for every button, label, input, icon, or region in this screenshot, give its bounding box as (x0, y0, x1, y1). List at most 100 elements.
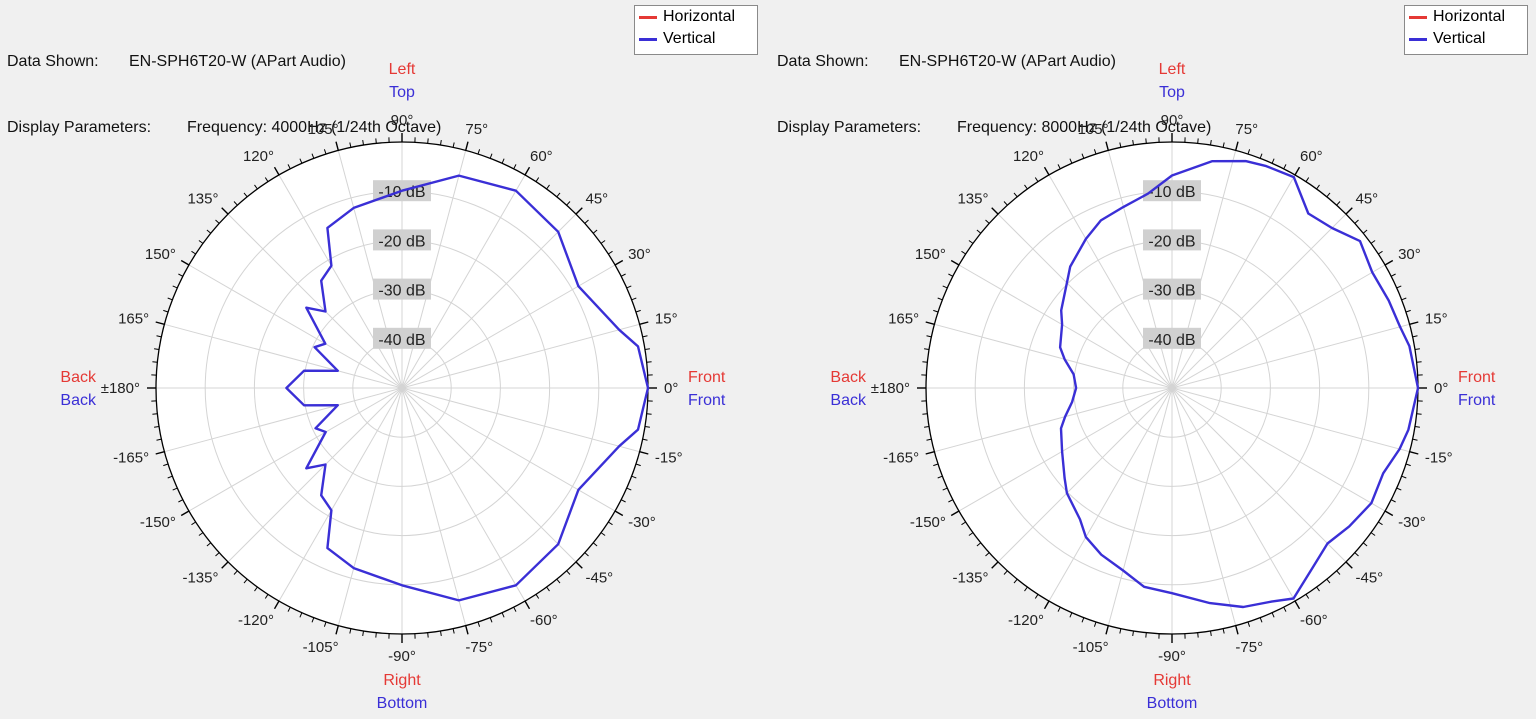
minor-tick (1057, 164, 1061, 170)
major-tick (1345, 561, 1353, 569)
minor-tick (566, 570, 571, 575)
minor-tick (254, 586, 258, 592)
major-tick (273, 166, 280, 176)
grid-spoke (164, 387, 403, 453)
minor-tick (1326, 578, 1331, 584)
angle-label: -45° (1356, 570, 1384, 587)
direction-label-bottom-v: Bottom (377, 695, 428, 712)
minor-tick (1247, 149, 1251, 155)
minor-tick (1305, 594, 1310, 599)
major-tick (1294, 600, 1301, 610)
minor-tick (1093, 621, 1097, 627)
major-tick (1235, 625, 1239, 635)
minor-tick (933, 463, 939, 467)
minor-tick (513, 164, 517, 170)
angle-label: -105° (1073, 639, 1109, 656)
angle-label: 45° (586, 191, 609, 208)
major-tick (639, 321, 649, 325)
minor-tick (243, 578, 248, 584)
direction-label-top-v: Top (389, 84, 415, 101)
minor-tick (961, 250, 966, 255)
minor-tick (584, 219, 589, 224)
grid-spoke (401, 387, 640, 453)
major-tick (991, 561, 999, 569)
minor-tick (1081, 153, 1085, 159)
minor-tick (926, 335, 932, 338)
major-tick (614, 259, 624, 266)
minor-tick (1003, 570, 1008, 575)
minor-tick (1222, 142, 1225, 148)
minor-tick (215, 552, 220, 557)
ring-label: -10 dB (1148, 184, 1195, 201)
direction-label-top-h: Left (389, 61, 416, 78)
minor-tick (1024, 184, 1028, 190)
data-shown-value: EN-SPH6T20-W (APart Audio) (129, 53, 346, 70)
direction-label-back-v: Back (60, 392, 97, 409)
major-tick (1384, 259, 1394, 266)
minor-tick (976, 542, 982, 547)
minor-tick (926, 438, 932, 441)
grid-spoke (997, 387, 1173, 563)
angle-label: ±180° (101, 380, 140, 397)
minor-tick (152, 413, 158, 415)
minor-tick (1283, 606, 1287, 612)
angle-label: 60° (530, 148, 553, 165)
angle-label: ±180° (871, 380, 910, 397)
grid-spoke (934, 387, 1173, 453)
grid-spoke (401, 264, 616, 389)
display-params-value: Frequency: 4000Hz (1/24th Octave) (187, 119, 442, 136)
display-params-value: Frequency: 8000Hz (1/24th Octave) (957, 119, 1212, 136)
polar-chart-8000hz: 0° 15° 30° 45° 60° 75° 90° 105° 120° 135° 150° 165°… (830, 61, 1496, 712)
grid-spoke (401, 387, 467, 626)
major-tick (1235, 141, 1239, 151)
legend-swatch-horizontal (1409, 15, 1427, 19)
angle-label: 60° (1300, 148, 1323, 165)
angle-label: 15° (655, 311, 678, 328)
ring-label: -40 dB (378, 332, 425, 349)
direction-label-front-v: Front (1458, 392, 1496, 409)
minor-tick (154, 426, 160, 428)
minor-tick (362, 140, 364, 146)
ring-label: -30 dB (1148, 283, 1195, 300)
angle-label: -30° (1398, 514, 1426, 531)
minor-tick (626, 285, 632, 289)
info-block: Data Shown: EN-SPH6T20-W (APart Audio) Di… (777, 7, 1211, 183)
minor-tick (323, 621, 327, 627)
minor-tick (1145, 632, 1147, 638)
direction-label-bottom-h: Right (383, 672, 421, 689)
minor-tick (264, 594, 269, 599)
legend-item-vertical[interactable]: Vertical (635, 28, 757, 50)
major-tick (639, 451, 649, 455)
minor-tick (556, 192, 561, 198)
minor-tick (985, 219, 990, 224)
minor-tick (922, 361, 928, 363)
minor-tick (1210, 140, 1212, 146)
angle-label: -120° (1008, 612, 1044, 629)
grid-spoke (1048, 387, 1173, 602)
angle-label: -15° (655, 449, 683, 466)
legend-item-horizontal[interactable]: Horizontal (1405, 6, 1527, 28)
minor-tick (1271, 612, 1275, 618)
minor-tick (942, 487, 948, 491)
angle-label: 120° (243, 148, 274, 165)
minor-tick (546, 184, 550, 190)
minor-tick (1416, 413, 1422, 415)
minor-tick (1416, 361, 1422, 363)
major-tick (575, 207, 583, 215)
minor-tick (535, 177, 540, 182)
angle-label: -90° (388, 648, 416, 665)
legend-item-vertical[interactable]: Vertical (1405, 28, 1527, 50)
minor-tick (440, 630, 442, 636)
grid-spoke (958, 264, 1173, 389)
major-tick (180, 259, 190, 266)
minor-tick (1362, 229, 1368, 234)
major-tick (1294, 166, 1301, 176)
major-tick (1105, 625, 1109, 635)
minor-tick (1354, 219, 1359, 224)
major-tick (180, 510, 190, 517)
minor-tick (1396, 285, 1402, 289)
legend-item-horizontal[interactable]: Horizontal (635, 6, 757, 28)
minor-tick (501, 612, 505, 618)
major-tick (614, 510, 624, 517)
minor-tick (620, 273, 626, 277)
